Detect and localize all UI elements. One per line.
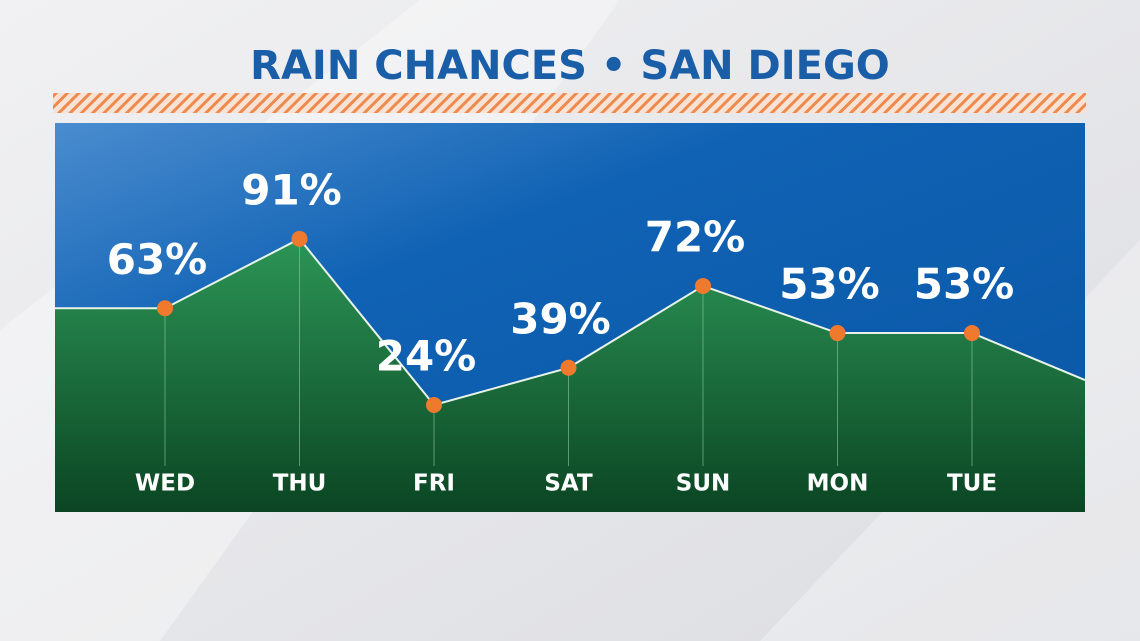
value-label: 72%: [645, 212, 746, 261]
point: [291, 230, 308, 247]
point: [426, 396, 442, 413]
line-extension: [971, 332, 1086, 381]
x-tick-label: MON: [807, 471, 869, 497]
chart-title: RAIN CHANCES • SAN DIEGO: [250, 43, 890, 89]
point: [829, 325, 846, 342]
value-label: 63%: [107, 235, 208, 284]
plot: 63% WED 91% THU 24% FRI 39% SAT 72% SUN 53% MON 53% T…: [55, 165, 1086, 512]
x-tick-label: FRI: [413, 471, 455, 497]
x-tick-label: THU: [273, 471, 327, 497]
point: [964, 325, 980, 342]
point: [560, 359, 577, 376]
x-tick-label: WED: [135, 471, 195, 497]
hatch-strip: [53, 93, 1086, 113]
x-tick-label: SUN: [676, 471, 731, 497]
point: [695, 277, 711, 294]
value-label: 39%: [510, 294, 611, 343]
x-tick-label: SAT: [544, 471, 593, 497]
x-tick-label: TUE: [947, 471, 997, 497]
value-label: 24%: [376, 331, 477, 380]
point: [157, 300, 173, 317]
value-label: 53%: [914, 260, 1015, 309]
value-label: 91%: [241, 165, 342, 214]
value-label: 53%: [779, 260, 880, 309]
